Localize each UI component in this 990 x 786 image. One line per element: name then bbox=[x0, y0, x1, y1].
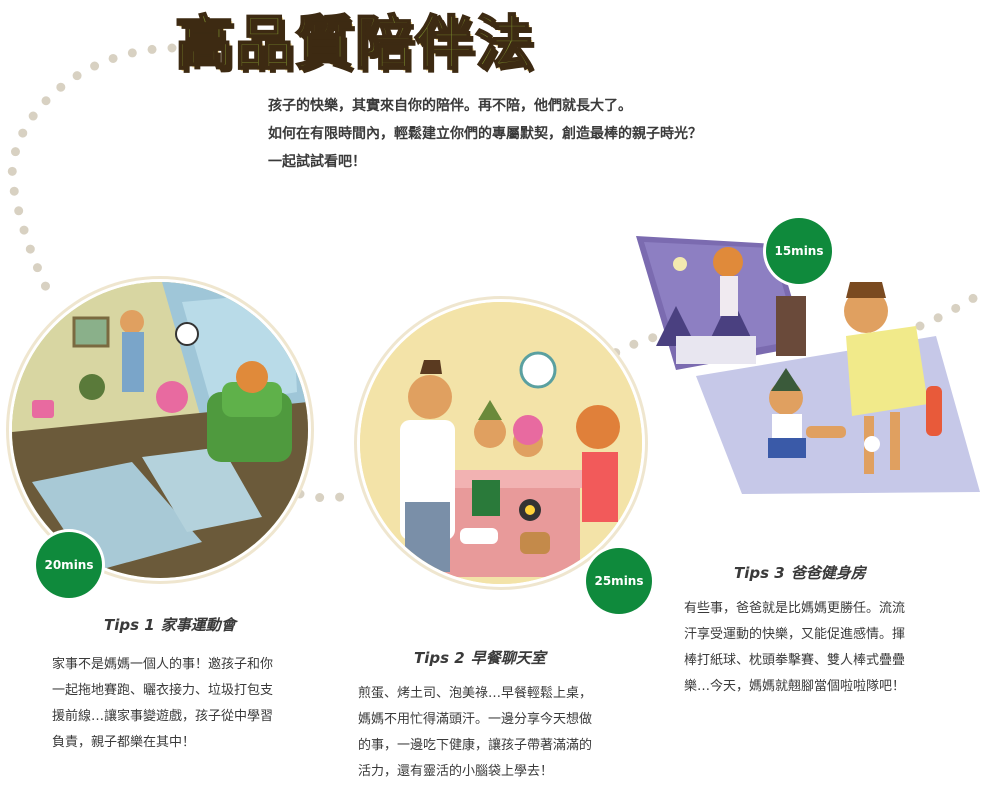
tip3-duration: 15mins bbox=[774, 244, 824, 258]
tip3-body-line: 樂…今天，媽媽就翹腳當個啦啦隊吧！ bbox=[684, 679, 906, 694]
tip2-name: 早餐聊天室 bbox=[470, 649, 546, 667]
intro-line: 如何在有限時間內，輕鬆建立你們的專屬默契，創造最棒的親子時光？ bbox=[268, 126, 702, 142]
tip2-body-line: 的事，一邊吃下健康，讓孩子帶著滿滿的 bbox=[358, 738, 593, 753]
tip3-body-line: 有些事，爸爸就是比媽媽更勝任。流流 bbox=[684, 601, 906, 616]
tip1-body-line: 家事不是媽媽一個人的事！邀孩子和你 bbox=[52, 657, 274, 672]
tip3-title: Tips 3 爸爸健身房 bbox=[734, 562, 866, 583]
tip3-body-line: 棒打紙球、枕頭拳擊賽、雙人棒式疊疊 bbox=[684, 653, 906, 668]
tip1-body: 家事不是媽媽一個人的事！邀孩子和你 一起拖地賽跑、曬衣接力、垃圾打包支 援前線…… bbox=[52, 652, 273, 756]
intro-line: 一起試試看吧！ bbox=[268, 154, 366, 170]
tip3-duration-badge: 15mins bbox=[766, 218, 832, 284]
tip1-name: 家事運動會 bbox=[160, 616, 236, 634]
tip2-body: 煎蛋、烤土司、泡美祿…早餐輕鬆上桌， 媽媽不用忙得滿頭汗。一邊分享今天想做 的事… bbox=[358, 681, 592, 785]
tip3-body-line: 汗享受運動的快樂，又能促進感情。揮 bbox=[684, 627, 906, 642]
tip1-number: Tips 1 bbox=[104, 616, 155, 634]
tip2-duration-badge: 25mins bbox=[586, 548, 652, 614]
tip1-body-line: 負責，親子都樂在其中！ bbox=[52, 735, 196, 750]
tip1-title: Tips 1 家事運動會 bbox=[104, 614, 236, 635]
tip2-body-line: 活力，還有靈活的小腦袋上學去！ bbox=[358, 764, 554, 779]
dad-gym-scene-icon bbox=[636, 236, 980, 494]
intro-line: 孩子的快樂，其實來自你的陪伴。再不陪，他們就長大了。 bbox=[268, 98, 632, 114]
tip2-body-line: 煎蛋、烤土司、泡美祿…早餐輕鬆上桌， bbox=[358, 686, 593, 701]
tip2-body-line: 媽媽不用忙得滿頭汗。一邊分享今天想做 bbox=[358, 712, 593, 727]
tip1-body-line: 援前線…讓家事變遊戲，孩子從中學習 bbox=[52, 709, 274, 724]
tip3-name: 爸爸健身房 bbox=[790, 564, 866, 582]
tip1-body-line: 一起拖地賽跑、曬衣接力、垃圾打包支 bbox=[52, 683, 274, 698]
page-title: 高品質陪伴法 bbox=[174, 8, 536, 78]
tip2-illustration bbox=[360, 302, 642, 584]
tip3-illustration bbox=[636, 236, 980, 496]
tip1-duration-badge: 20mins bbox=[36, 532, 102, 598]
tip3-number: Tips 3 bbox=[734, 564, 785, 582]
housework-scene-icon bbox=[12, 282, 308, 578]
breakfast-scene-icon bbox=[360, 302, 642, 584]
tip1-duration: 20mins bbox=[44, 558, 94, 572]
intro-text: 孩子的快樂，其實來自你的陪伴。再不陪，他們就長大了。 如何在有限時間內，輕鬆建立… bbox=[268, 92, 828, 176]
tip1-illustration bbox=[12, 282, 308, 578]
tip2-title: Tips 2 早餐聊天室 bbox=[414, 647, 546, 668]
tip2-duration: 25mins bbox=[594, 574, 644, 588]
tip2-number: Tips 2 bbox=[414, 649, 465, 667]
tip3-body: 有些事，爸爸就是比媽媽更勝任。流流 汗享受運動的快樂，又能促進感情。揮 棒打紙球… bbox=[684, 596, 905, 700]
